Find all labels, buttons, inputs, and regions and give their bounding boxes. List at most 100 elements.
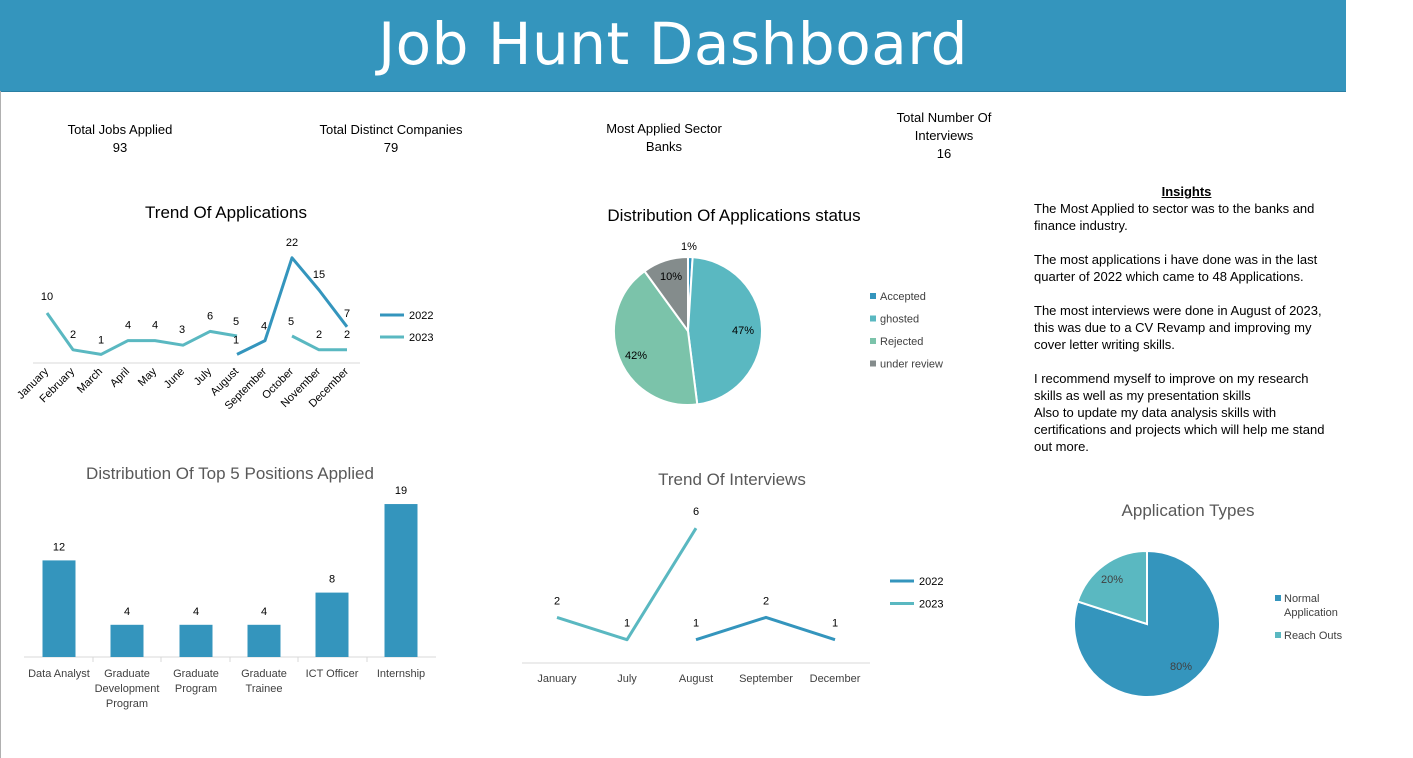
trend-apps-x-tick: July [192, 365, 215, 388]
trend-apps-data-label: 5 [288, 316, 294, 328]
trend-apps-data-label: 15 [313, 269, 325, 281]
insight-paragraph: I recommend myself to improve on my rese… [1034, 371, 1325, 454]
insights-panel: Insights The Most Applied to sector was … [1034, 183, 1339, 455]
insights-heading: Insights [1161, 184, 1212, 199]
app-types-data-label: 80% [1170, 661, 1192, 673]
interviews-x-tick: July [617, 673, 637, 685]
trend-apps-data-label: 7 [344, 308, 350, 320]
app-types-legend-label: Application [1284, 607, 1338, 619]
positions-x-tick: Graduate [241, 668, 287, 680]
app-status-slice [686, 256, 763, 406]
app-types-legend-label: Reach Outs [1284, 630, 1343, 642]
positions-x-tick: Program [106, 698, 148, 710]
insight-paragraph: The Most Applied to sector was to the ba… [1034, 201, 1315, 233]
positions-bar [384, 504, 418, 657]
kpi-label: Total Jobs Applied [67, 122, 173, 137]
positions-bar [315, 592, 349, 657]
interviews-x-tick: December [810, 673, 861, 685]
app-types-slice [1076, 549, 1148, 626]
trend-apps-data-label: 2 [70, 329, 76, 341]
interviews-x-tick: January [537, 673, 577, 685]
positions-data-label: 19 [395, 485, 407, 497]
app-status-legend-swatch [870, 315, 876, 322]
trend-apps-data-label: 3 [179, 324, 185, 336]
app-status-legend-label: ghosted [880, 314, 919, 326]
positions-x-tick: Program [175, 683, 217, 695]
positions-x-tick: Data Analyst [28, 668, 90, 680]
trend-apps-line-2023 [45, 312, 238, 356]
chart-title-application-status: Distribution Of Applications status [607, 206, 861, 225]
positions-bar [179, 624, 213, 657]
insight-paragraph: The most applications i have done was in… [1034, 252, 1318, 284]
app-types-legend-swatch [1275, 632, 1281, 638]
positions-x-tick: Trainee [246, 683, 283, 695]
app-status-data-label: 10% [660, 271, 682, 283]
positions-data-label: 4 [261, 606, 267, 618]
app-types-data-label: 20% [1101, 574, 1123, 586]
kpi-total-interviews: Total Number Of Interviews 16 [884, 109, 1004, 163]
positions-bar [110, 624, 144, 657]
trend-apps-legend-label: 2022 [409, 310, 433, 322]
app-status-slice [613, 269, 699, 406]
trend-apps-line-2022 [236, 256, 349, 356]
dashboard-title: Job Hunt Dashboard [378, 10, 968, 78]
positions-bar [247, 624, 281, 657]
interviews-data-label: 2 [763, 595, 769, 607]
interviews-data-label: 1 [624, 618, 630, 630]
app-status-legend-swatch [870, 360, 876, 367]
trend-apps-data-label: 5 [233, 316, 239, 328]
positions-x-tick: Development [95, 683, 160, 695]
interviews-data-label: 1 [693, 618, 699, 630]
kpi-label: Total Distinct Companies [319, 122, 463, 137]
trend-apps-x-tick: May [136, 365, 160, 389]
positions-x-tick: Graduate [173, 668, 219, 680]
header-banner [0, 0, 1346, 92]
trend-apps-data-label: 4 [152, 320, 158, 332]
app-types-legend-swatch [1275, 595, 1281, 601]
kpi-most-applied-sector: Most Applied Sector Banks [584, 120, 744, 156]
interviews-legend-label: 2022 [919, 576, 943, 588]
positions-bar [42, 560, 76, 657]
interviews-x-tick: September [739, 673, 793, 685]
trend-apps-line-2023 [291, 334, 347, 352]
trend-apps-x-tick: June [162, 366, 187, 391]
interviews-data-label: 6 [693, 506, 699, 518]
chart-title-application-types: Application Types [1121, 501, 1255, 520]
trend-apps-data-label: 2 [316, 329, 322, 341]
interviews-legend-label: 2023 [919, 599, 943, 611]
app-status-legend-swatch [870, 338, 876, 344]
app-status-data-label: 1% [681, 241, 697, 253]
trend-apps-data-label: 4 [125, 320, 131, 332]
trend-apps-data-label: 6 [207, 310, 213, 322]
interviews-data-label: 2 [554, 595, 560, 607]
kpi-label: Most Applied Sector [606, 121, 722, 136]
chart-title-top-positions: Distribution Of Top 5 Positions Applied [86, 464, 374, 483]
app-status-legend-label: under review [880, 359, 943, 371]
trend-apps-legend-label: 2023 [409, 332, 433, 344]
positions-data-label: 12 [53, 541, 65, 553]
app-status-legend-label: Rejected [880, 336, 923, 348]
positions-data-label: 8 [329, 574, 335, 586]
app-types-legend-label: Normal [1284, 593, 1319, 605]
kpi-distinct-companies: Total Distinct Companies 79 [301, 121, 481, 157]
trend-apps-data-label: 1 [233, 334, 239, 346]
interviews-line-2023 [556, 527, 698, 642]
insight-paragraph: The most interviews were done in August … [1034, 303, 1322, 352]
trend-apps-data-label: 1 [98, 334, 104, 346]
trend-apps-x-tick: April [108, 366, 132, 390]
trend-apps-data-label: 22 [286, 237, 298, 249]
app-status-data-label: 47% [732, 325, 754, 337]
kpi-value: 93 [112, 140, 128, 155]
left-border [0, 91, 1, 758]
positions-data-label: 4 [124, 606, 130, 618]
trend-apps-data-label: 10 [41, 291, 53, 303]
app-status-slice [643, 255, 689, 335]
chart-title-trend-interviews: Trend Of Interviews [658, 470, 806, 489]
app-status-data-label: 42% [625, 350, 647, 362]
kpi-value: 16 [936, 146, 952, 161]
trend-apps-data-label: 2 [344, 329, 350, 341]
positions-x-tick: Graduate [104, 668, 150, 680]
chart-title-trend-applications: Trend Of Applications [145, 203, 307, 222]
app-types-slice [1073, 549, 1221, 698]
